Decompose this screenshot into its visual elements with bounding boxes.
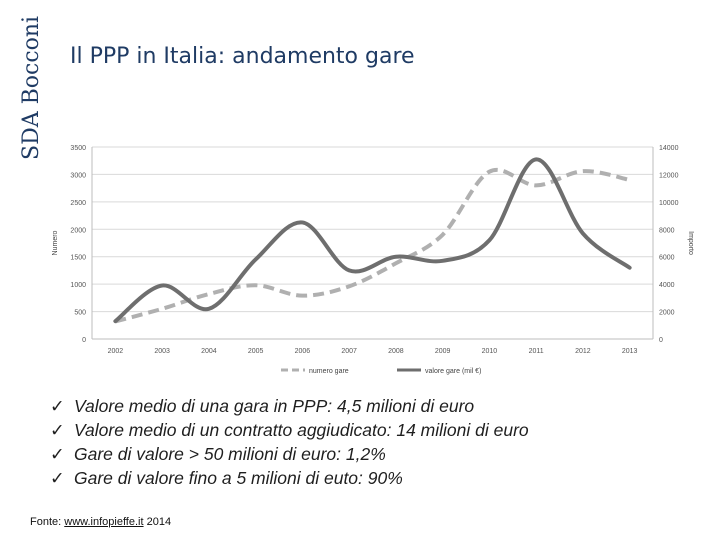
bullet-item: ✓ Gare di valore > 50 milioni di euro: 1,… (50, 442, 529, 466)
x-tick-label: 2009 (435, 348, 451, 355)
check-icon: ✓ (50, 444, 65, 464)
check-icon: ✓ (50, 468, 65, 488)
x-tick-label: 2002 (108, 348, 124, 355)
bullet-text: Gare di valore fino a 5 milioni di euto:… (74, 468, 403, 488)
y-tick-label: 3000 (70, 172, 86, 179)
source-note: Fonte: www.infopieffe.it 2014 (30, 516, 171, 528)
bullet-item: ✓ Valore medio di un contratto aggiudicat… (50, 418, 529, 442)
logo-text: SDA Bocconi (19, 16, 44, 160)
y-tick-label: 0 (82, 337, 86, 344)
series-line (113, 157, 632, 324)
x-tick-label: 2010 (482, 348, 498, 355)
y2-tick-label: 10000 (659, 200, 679, 207)
x-tick-label: 2003 (154, 348, 170, 355)
y-axis-title: Numero (52, 230, 59, 255)
y2-tick-label: 8000 (659, 227, 675, 234)
legend-label: numero gare (309, 368, 349, 375)
bullet-item: ✓ Valore medio di una gara in PPP: 4,5 mi… (50, 394, 529, 418)
y-tick-label: 1500 (70, 255, 86, 262)
x-tick-label: 2008 (388, 348, 404, 355)
x-tick-label: 2007 (341, 348, 357, 355)
source-link[interactable]: www.infopieffe.it (64, 516, 144, 528)
check-icon: ✓ (50, 420, 65, 440)
x-tick-label: 2013 (622, 348, 638, 355)
check-icon: ✓ (50, 396, 65, 416)
line-chart: 0 500 1000 1500 2000 2500 3000 3500 0 2000 4000 600… (52, 145, 694, 375)
page-title: Il PPP in Italia: andamento gare (70, 44, 415, 69)
legend-label: valore gare (mil €) (425, 368, 481, 375)
y2-axis-title: Importo (687, 231, 694, 255)
bullet-text: Gare di valore > 50 milioni di euro: 1,2… (74, 444, 386, 464)
bullet-item: ✓ Gare di valore fino a 5 milioni di euto… (50, 466, 529, 490)
bullet-text: Valore medio di un contratto aggiudicato… (74, 420, 529, 440)
y2-tick-label: 4000 (659, 282, 675, 289)
series-line (114, 167, 631, 324)
y-tick-label: 1000 (70, 282, 86, 289)
y2-tick-label: 0 (659, 337, 663, 344)
y2-tick-label: 14000 (659, 145, 679, 152)
x-tick-label: 2006 (295, 348, 311, 355)
y2-tick-label: 2000 (659, 310, 675, 317)
y-tick-label: 2500 (70, 200, 86, 207)
y-tick-label: 3500 (70, 145, 86, 152)
x-tick-label: 2012 (575, 348, 591, 355)
bullet-text: Valore medio di una gara in PPP: 4,5 mil… (74, 396, 475, 416)
sda-bocconi-logo: SDA Bocconi (19, 16, 44, 160)
svg-text:SDA Bocconi: SDA Bocconi (19, 16, 44, 160)
bullet-list: ✓ Valore medio di una gara in PPP: 4,5 mi… (50, 394, 529, 490)
y-tick-label: 2000 (70, 227, 86, 234)
source-prefix: Fonte: (30, 516, 65, 528)
y2-tick-label: 6000 (659, 255, 675, 262)
x-tick-label: 2004 (201, 348, 217, 355)
source-suffix: 2014 (143, 516, 172, 528)
y2-tick-label: 12000 (659, 172, 679, 179)
x-tick-label: 2005 (248, 348, 264, 355)
y-tick-label: 500 (74, 310, 86, 317)
x-tick-label: 2011 (529, 348, 544, 355)
